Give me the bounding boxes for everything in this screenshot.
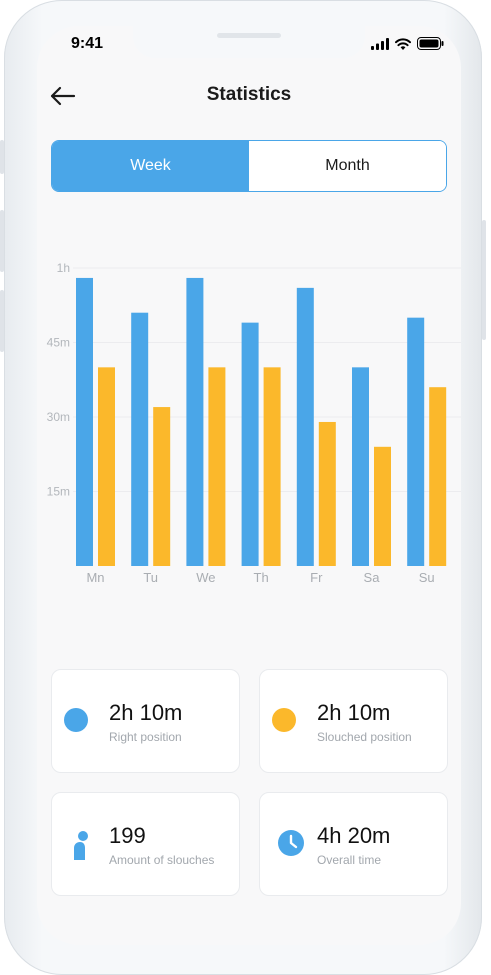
stat-value: 4h 20m [317,823,391,848]
stat-value: 2h 10m [317,700,391,725]
x-tick-label: Fr [310,570,323,585]
stat-label: Slouched position [317,730,412,744]
stat-card-right-position: 2h 10m Right position [51,669,240,773]
phone-side-button [0,140,4,174]
x-tick-label: Mn [86,570,104,585]
signal-icon [371,37,389,50]
y-tick-label: 30m [47,410,70,424]
stat-value: 199 [109,823,146,848]
tab-week[interactable]: Week [52,141,249,191]
wifi-icon [395,37,411,50]
bar-right-su [407,317,425,566]
bar-slouched-we [208,367,226,566]
clock-icon [278,830,304,856]
bar-right-tu [131,312,149,566]
y-tick-label: 45m [47,336,70,350]
battery-icon [417,37,444,50]
bar-right-mn [76,277,93,566]
bar-slouched-fr [318,421,336,566]
phone-volume-up-button [0,210,4,272]
stat-card-slouched-position: 2h 10m Slouched position [259,669,448,773]
bar-slouched-th [263,367,281,566]
y-tick-label: 1h [57,261,70,275]
x-tick-label: Sa [364,570,381,585]
stat-card-overall-time: 4h 20m Overall time [259,792,448,896]
bar-slouched-tu [153,407,171,566]
bar-slouched-sa [374,446,391,566]
x-tick-label: Tu [143,570,158,585]
tab-month[interactable]: Month [249,141,446,191]
status-icons [371,37,444,50]
stat-label: Overall time [317,853,382,867]
bar-slouched-mn [98,367,115,566]
weekly-bar-chart: 15m 30m 45m 1h Mn Tu We Th Fr Sa Su [47,261,461,585]
x-tick-label: Su [419,570,435,585]
back-arrow-icon[interactable] [48,84,76,108]
bar-right-fr [296,287,314,566]
stat-label: Amount of slouches [109,853,215,867]
tab-week-label: Week [130,157,171,174]
orange-dot-icon [272,708,296,732]
bar-right-sa [352,367,369,566]
stat-card-slouch-count: 199 Amount of slouches [51,792,240,896]
stat-value: 2h 10m [109,700,183,725]
speaker [217,33,281,38]
app-screen: 9:41 Statistics [37,26,461,945]
y-tick-label: 15m [47,485,70,499]
person-icon [74,831,88,860]
x-tick-label: Th [254,570,269,585]
tab-month-label: Month [325,157,370,174]
page-title: Statistics [206,84,292,105]
stat-label: Right position [109,730,182,744]
period-toggle: Week Month [51,140,447,192]
blue-dot-icon [64,708,88,732]
x-tick-label: We [196,570,215,585]
phone-volume-down-button [0,290,4,352]
status-time: 9:41 [71,35,104,52]
notch [133,26,365,58]
bar-right-we [186,277,204,566]
bar-right-th [241,322,259,566]
bar-slouched-su [429,387,447,566]
phone-power-button [482,220,486,340]
